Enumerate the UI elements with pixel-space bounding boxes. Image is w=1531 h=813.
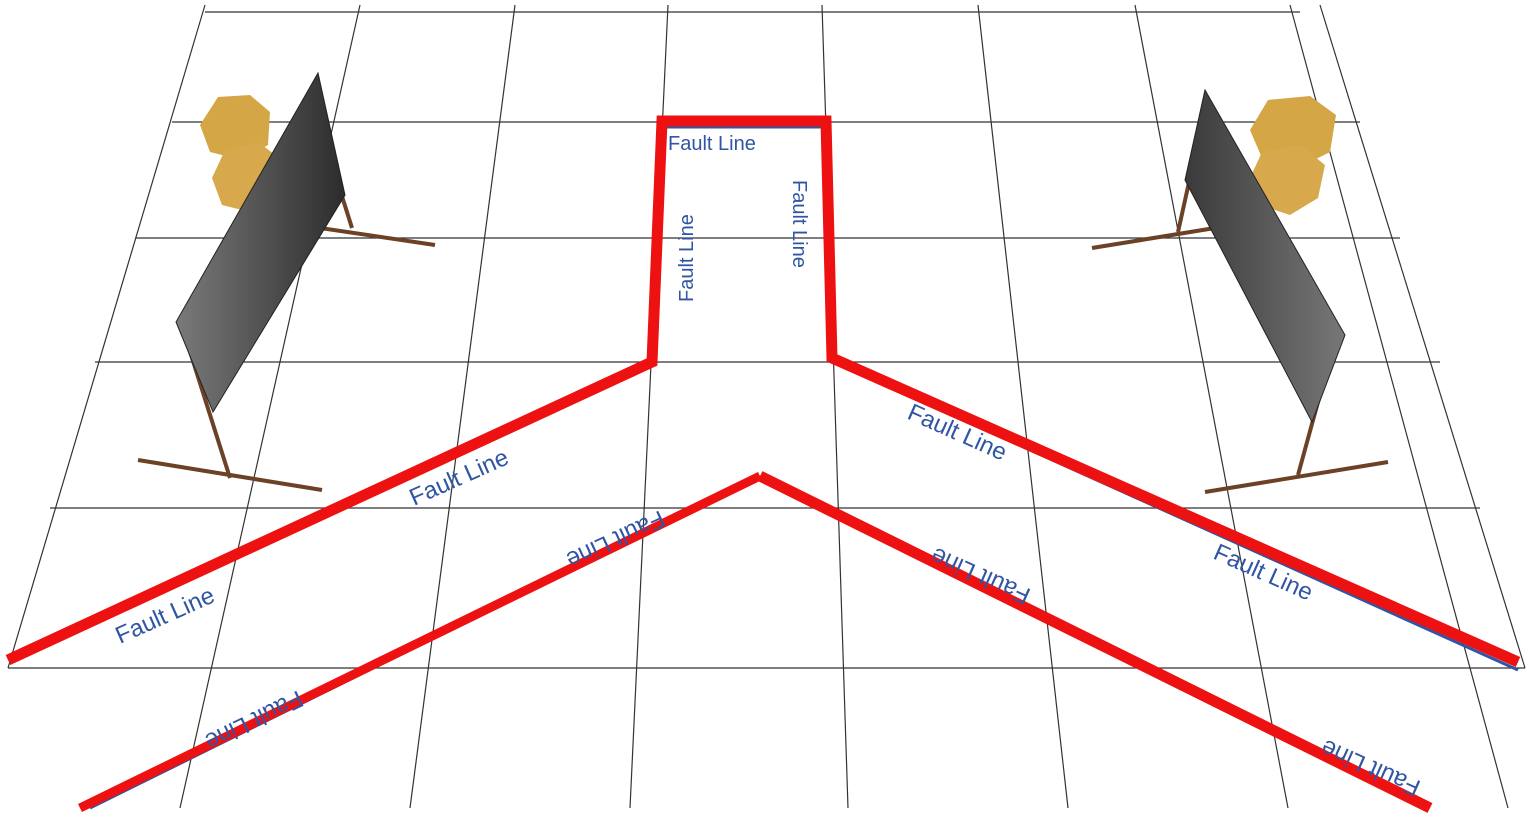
fault-line-upper [5,115,1521,668]
fault-label-top: Fault Line [668,133,756,155]
target-panel-icon [1184,88,1346,424]
fault-label-vertical-right: Fault Line [788,180,810,268]
fault-label-center-left-inverted: Fault Line [562,505,669,574]
target-panel-icon [175,71,346,414]
fault-label-vertical-left: Fault Line [676,214,698,302]
left-target-stand [137,71,436,492]
fault-line-lower-right [757,471,1433,813]
fault-label-bottom-left-inverted: Fault Line [201,685,308,755]
fault-line-lower-left [78,471,762,813]
bush-icon [1250,96,1336,215]
fault-label-center-right-inverted: Fault Line [927,542,1034,610]
fault-lines-red [5,115,1521,813]
fault-label-bottom-right-inverted: Fault Line [1317,734,1424,802]
right-target-stand [1091,88,1389,494]
